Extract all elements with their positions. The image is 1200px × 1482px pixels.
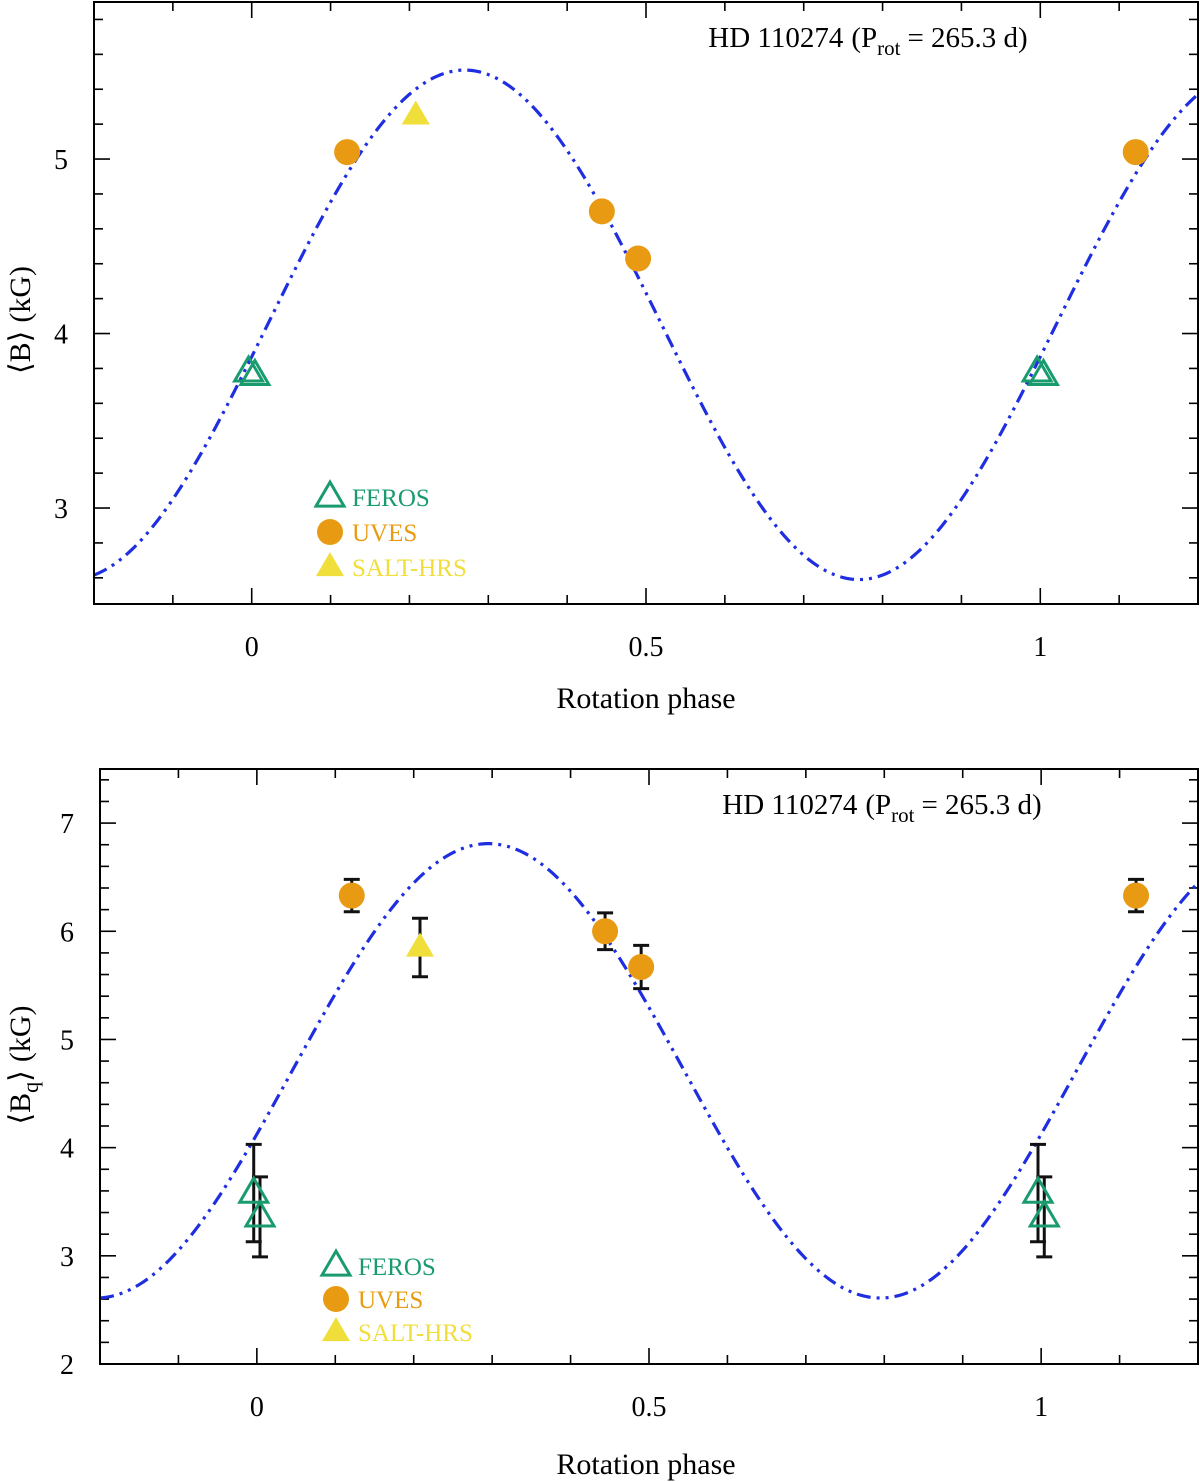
plot-title: HD 110274 (Prot = 265.3 d) — [708, 22, 1027, 60]
data-point-salt-hrs — [401, 100, 430, 125]
title-subscript: rot — [877, 36, 900, 60]
y-tick-label: 2 — [60, 1350, 74, 1381]
data-point-feros — [1020, 354, 1054, 383]
y-label-unit: (kG) — [4, 1005, 37, 1062]
y-tick-label: 3 — [60, 1242, 74, 1273]
plot-title: HD 110274 (Prot = 265.3 d) — [722, 789, 1041, 827]
y-label-unit: (kG) — [4, 266, 37, 323]
title-subscript: rot — [891, 803, 914, 827]
title-star: HD 110274 — [708, 22, 844, 54]
y-tick-label: 5 — [54, 145, 68, 176]
legend-marker-uves — [323, 1286, 349, 1312]
y-tick-label: 3 — [54, 494, 68, 525]
data-point-feros — [237, 1175, 271, 1204]
legend-marker-uves — [317, 519, 343, 545]
data-point-uves — [625, 245, 652, 272]
legend-label-uves: UVES — [358, 1287, 423, 1314]
legend-label-feros: FEROS — [358, 1254, 436, 1281]
y-tick-label: 4 — [54, 320, 68, 351]
legend-label-feros: FEROS — [352, 485, 430, 512]
y-label-main: B — [4, 1093, 37, 1113]
title-suffix: = 265.3 d) — [921, 789, 1041, 821]
ticks — [99, 769, 1199, 1365]
x-axis-title: Rotation phase — [556, 1448, 735, 1481]
title-suffix: = 265.3 d) — [907, 22, 1027, 54]
y-tick-label: 5 — [60, 1025, 74, 1056]
data-point-uves — [588, 198, 615, 225]
y-tick-label: 7 — [60, 809, 74, 840]
legend-marker-salt-hrs — [316, 552, 344, 577]
x-axis-title: Rotation phase — [556, 682, 735, 715]
x-tick-label: 0.5 — [632, 1392, 667, 1423]
legend-marker-feros — [319, 1248, 353, 1277]
y-label-main: B — [4, 342, 37, 362]
y-label-sub: q — [18, 1082, 43, 1093]
x-tick-label: 0.5 — [629, 632, 664, 663]
fit-curve — [94, 68, 1198, 582]
data-point-uves — [1122, 139, 1149, 166]
data-point-uves — [592, 918, 619, 945]
x-tick-label: 1 — [1033, 632, 1047, 663]
data-point-feros — [231, 354, 266, 383]
data-point-uves — [334, 139, 361, 166]
y-tick-label: 4 — [60, 1134, 74, 1165]
angle-close: ⟩ — [4, 331, 37, 343]
plot-frame — [93, 1, 1199, 605]
x-tick-label: 0 — [245, 632, 259, 663]
y-axis-title-text: ⟨Bq⟩ (kG) — [4, 1005, 43, 1124]
title-prefix: (P — [865, 789, 891, 821]
data-point-feros — [238, 357, 272, 387]
data-point-uves — [628, 953, 655, 980]
legend-label-salt-hrs: SALT-HRS — [352, 555, 467, 582]
panel-top-B: 0 0.5 1 3 4 5 HD 110274 (Prot = 265.3 d) Rotation… — [4, 1, 1199, 715]
legend-label-uves: UVES — [352, 520, 417, 547]
title-prefix: (P — [851, 22, 877, 54]
angle-open: ⟨ — [4, 1113, 37, 1125]
y-axis-title-text: ⟨B⟩ (kG) — [4, 266, 37, 374]
x-tick-label: 1 — [1034, 1392, 1048, 1423]
x-tick-label: 0 — [250, 1392, 264, 1423]
angle-open: ⟨ — [4, 362, 37, 374]
data-point-feros — [1021, 1175, 1055, 1204]
fit-curve — [100, 842, 1198, 1300]
data-point-feros — [1027, 1199, 1061, 1228]
data-point-feros — [243, 1199, 277, 1228]
plot-frame — [99, 768, 1199, 1365]
data-point-uves — [338, 882, 365, 909]
y-axis-title: ⟨B⟩ (kG) — [4, 266, 37, 374]
y-tick-label: 6 — [60, 917, 74, 948]
panel-bottom-Bq: 0 0.5 1 2 3 4 5 6 7 HD 110274 (Prot = 265.3 d) Rotat… — [4, 768, 1199, 1481]
data-point-feros — [1026, 357, 1061, 387]
y-axis-title: ⟨Bq⟩ (kG) — [4, 1005, 43, 1124]
ticks — [93, 2, 1199, 604]
angle-close: ⟩ — [4, 1070, 37, 1082]
legend-marker-salt-hrs — [322, 1317, 350, 1342]
data-point-salt-hrs — [405, 932, 434, 957]
legend-marker-feros — [313, 479, 347, 508]
legend-label-salt-hrs: SALT-HRS — [358, 1320, 473, 1347]
data-point-uves — [1123, 882, 1150, 909]
title-star: HD 110274 — [722, 789, 858, 821]
